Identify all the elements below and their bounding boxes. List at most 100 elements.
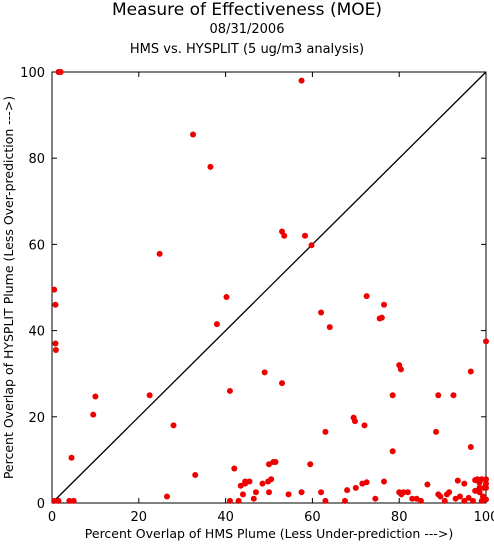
data-point — [250, 495, 257, 502]
data-point — [318, 309, 325, 316]
data-point — [363, 293, 370, 300]
diagonal-reference-line — [51, 71, 487, 504]
data-point — [435, 392, 442, 399]
data-point — [467, 443, 474, 450]
data-point — [239, 491, 246, 498]
data-point — [443, 491, 450, 498]
data-point — [213, 321, 220, 328]
data-point — [359, 480, 366, 487]
data-point — [483, 484, 489, 491]
data-point — [472, 477, 479, 484]
data-point — [90, 411, 97, 418]
data-point — [192, 471, 199, 478]
data-point — [441, 497, 448, 504]
data-point — [146, 392, 153, 399]
data-point — [352, 484, 359, 491]
data-point — [55, 497, 62, 504]
data-point — [389, 392, 396, 399]
data-point — [226, 497, 233, 504]
data-point — [378, 314, 385, 321]
data-point — [231, 465, 238, 472]
data-point — [170, 422, 177, 429]
data-point — [483, 476, 489, 483]
data-point — [52, 301, 59, 308]
x-tick-label: 40 — [217, 510, 234, 525]
data-point — [341, 497, 348, 504]
data-point — [298, 77, 305, 84]
y-tick-label: 80 — [28, 152, 45, 167]
data-point — [237, 482, 244, 489]
data-point — [52, 340, 59, 347]
data-point — [223, 293, 230, 300]
data-point — [433, 428, 440, 435]
data-point — [413, 495, 420, 502]
data-point — [259, 480, 266, 487]
data-point — [268, 476, 275, 483]
data-point — [51, 286, 58, 293]
data-point — [252, 489, 259, 496]
data-point — [483, 338, 489, 345]
data-point — [461, 497, 468, 504]
plot-axes: 0 20 40 60 80 100 0 20 40 60 80 100 — [20, 66, 494, 525]
data-point — [242, 478, 249, 485]
data-point — [409, 495, 416, 502]
x-tick-label: 80 — [391, 510, 408, 525]
data-point — [454, 477, 461, 484]
data-point — [398, 491, 405, 498]
data-point — [92, 393, 99, 400]
data-point — [226, 387, 233, 394]
data-point — [476, 484, 483, 491]
data-point — [270, 459, 277, 466]
data-point — [66, 497, 73, 504]
data-point — [302, 232, 309, 239]
data-point — [322, 497, 329, 504]
data-point — [164, 493, 171, 500]
data-point — [51, 497, 58, 504]
x-tick-label: 100 — [474, 510, 494, 525]
y-axis-label: Percent Overlap of HYSPLIT Plume (Less O… — [1, 96, 16, 479]
data-point — [465, 494, 472, 501]
data-point — [344, 487, 351, 494]
y-tick-label: 60 — [28, 238, 45, 253]
data-point — [70, 497, 77, 504]
data-point — [68, 454, 75, 461]
data-point — [266, 489, 272, 496]
data-points — [51, 69, 489, 504]
data-point — [235, 497, 242, 504]
data-point — [261, 369, 268, 376]
data-point — [279, 380, 286, 387]
data-point — [190, 131, 197, 138]
y-tick-label: 40 — [28, 325, 45, 340]
x-tick-label: 20 — [131, 510, 148, 525]
data-point — [372, 495, 379, 502]
data-point — [437, 493, 444, 500]
data-point — [476, 489, 483, 496]
data-point — [397, 366, 404, 373]
data-point — [285, 491, 292, 498]
data-point — [326, 324, 333, 331]
chart-subtitle-analysis: HMS vs. HYSPLIT (5 ug/m3 analysis) — [129, 42, 365, 57]
x-axis-label: Percent Overlap of HMS Plume (Less Under… — [85, 526, 453, 541]
data-point — [404, 489, 411, 496]
data-point — [361, 422, 368, 429]
data-point — [52, 346, 59, 353]
x-tick-label: 60 — [304, 510, 321, 525]
data-point — [389, 448, 396, 455]
data-point — [351, 418, 358, 425]
data-point — [381, 301, 388, 308]
y-tick-label: 100 — [20, 66, 45, 81]
data-point — [57, 69, 64, 75]
data-point — [478, 497, 485, 504]
data-point — [450, 392, 457, 399]
data-point — [469, 497, 476, 504]
data-point — [476, 479, 483, 486]
data-point — [381, 478, 388, 485]
data-point — [207, 163, 214, 170]
data-point — [424, 481, 431, 488]
x-tick-label: 0 — [48, 510, 56, 525]
data-point — [298, 489, 305, 496]
plot-frame — [51, 71, 487, 504]
data-point — [456, 493, 463, 500]
y-tick-label: 20 — [28, 411, 45, 426]
data-point — [308, 242, 315, 249]
